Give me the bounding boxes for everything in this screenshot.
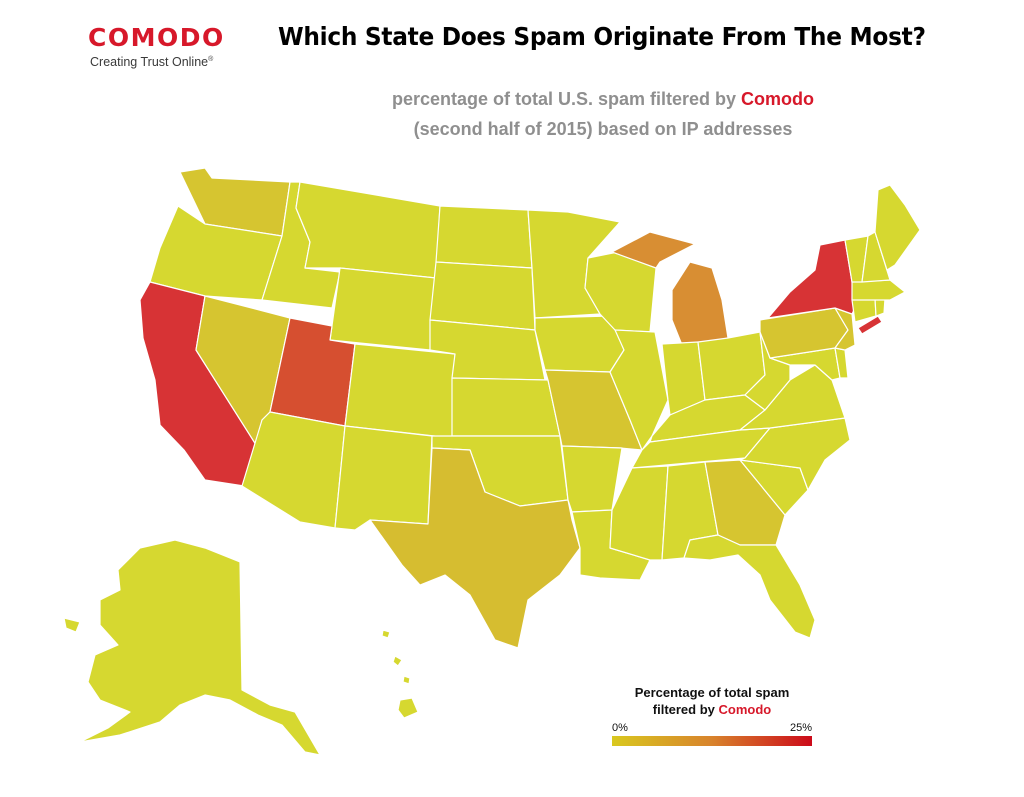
state-ar: [561, 445, 623, 513]
state-wy: [329, 267, 437, 351]
legend-title-brand: Comodo: [718, 702, 772, 717]
legend-max-label: 25%: [789, 722, 812, 734]
state-nh: [861, 231, 891, 283]
legend-gradient-bar: [612, 736, 812, 746]
state-va: [739, 364, 846, 431]
state-nm: [334, 425, 433, 531]
legend-title: Percentage of total spam filtered by Com…: [612, 684, 812, 718]
subtitle-brand: Comodo: [741, 89, 815, 109]
state-ms: [609, 465, 669, 561]
state-ma: [851, 279, 906, 301]
legend-title-prefix: filtered by: [652, 702, 719, 717]
registered-mark: ®: [208, 56, 214, 63]
state-mt: [295, 181, 441, 279]
state-ri: [874, 297, 886, 317]
state-me: [874, 184, 921, 271]
state-ks: [451, 377, 561, 437]
logo-tagline-text: Creating Trust Online: [90, 55, 209, 70]
legend-title-line-2: filtered by Comodo: [612, 701, 812, 718]
state-sd: [429, 261, 536, 331]
state-tx: [369, 447, 581, 649]
legend-title-line-1: Percentage of total spam: [634, 685, 790, 700]
page-title: Which State Does Spam Originate From The…: [278, 22, 926, 51]
subtitle-line-1: percentage of total U.S. spam filtered b…: [300, 84, 906, 114]
legend-min-label: 0%: [612, 722, 628, 734]
legend-ticks: 0% 25%: [612, 722, 812, 736]
state-nd: [435, 205, 533, 269]
subtitle-line-2: (second half of 2015) based on IP addres…: [413, 119, 793, 139]
state-co: [344, 343, 456, 439]
state-ct: [851, 297, 877, 323]
state-ak: [63, 539, 321, 756]
subtitle-prefix: percentage of total U.S. spam filtered b…: [391, 89, 742, 109]
state-hi: [381, 629, 419, 719]
logo-tagline: Creating Trust Online®: [90, 52, 238, 70]
color-legend: Percentage of total spam filtered by Com…: [612, 684, 812, 746]
state-fl: [683, 534, 816, 639]
comodo-logo: COMODO Creating Trust Online®: [88, 24, 238, 70]
logo-wordmark: COMODO: [88, 23, 225, 52]
map-subtitle: percentage of total U.S. spam filtered b…: [300, 84, 906, 144]
